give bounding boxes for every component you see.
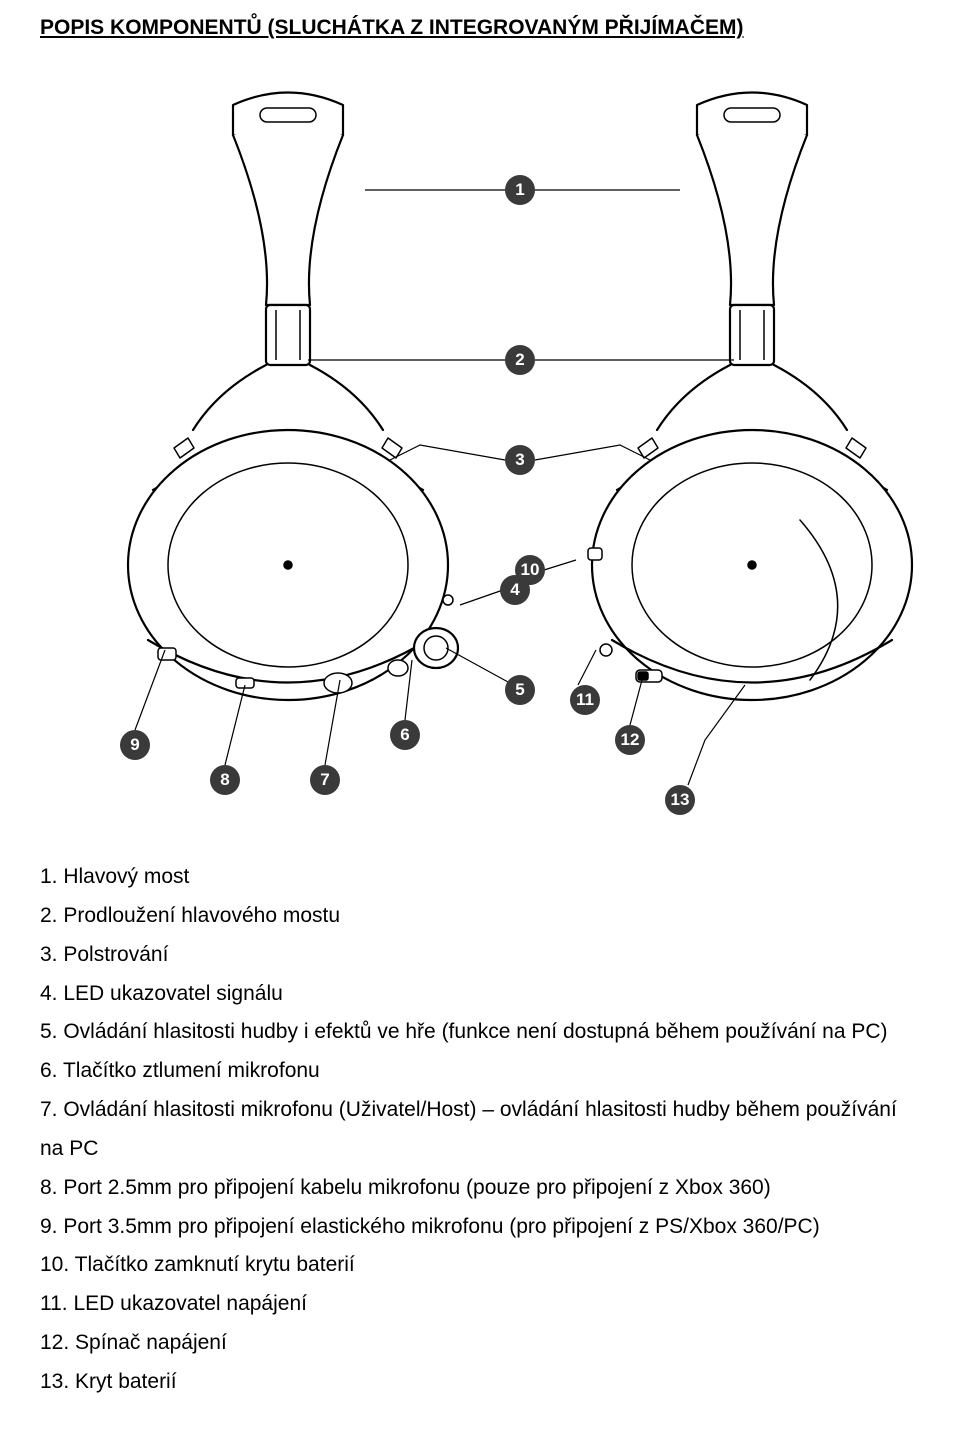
- legend-item: 9. Port 3.5mm pro připojení elastického …: [40, 1208, 920, 1247]
- legend-item: 7. Ovládání hlasitosti mikrofonu (Uživat…: [40, 1091, 920, 1169]
- legend-item: 4. LED ukazovatel signálu: [40, 975, 920, 1014]
- headphone-diagram: 12341051161278913: [40, 60, 920, 840]
- legend-item: 5. Ovládání hlasitosti hudby i efektů ve…: [40, 1013, 920, 1052]
- legend-list: 1. Hlavový most2. Prodloužení hlavového …: [40, 858, 920, 1402]
- page-title: POPIS KOMPONENTŮ (SLUCHÁTKA Z INTEGROVAN…: [40, 16, 920, 40]
- callout-9: 9: [120, 730, 150, 760]
- callout-2: 2: [505, 345, 535, 375]
- callout-6: 6: [390, 720, 420, 750]
- legend-item: 3. Polstrování: [40, 936, 920, 975]
- legend-item: 6. Tlačítko ztlumení mikrofonu: [40, 1052, 920, 1091]
- legend-item: 12. Spínač napájení: [40, 1324, 920, 1363]
- diagram-svg: [40, 60, 920, 840]
- legend-item: 13. Kryt baterií: [40, 1363, 920, 1402]
- legend-item: 8. Port 2.5mm pro připojení kabelu mikro…: [40, 1169, 920, 1208]
- callout-5: 5: [505, 675, 535, 705]
- legend-item: 2. Prodloužení hlavového mostu: [40, 897, 920, 936]
- legend-item: 10. Tlačítko zamknutí krytu baterií: [40, 1246, 920, 1285]
- callout-3: 3: [505, 445, 535, 475]
- callout-7: 7: [310, 765, 340, 795]
- legend-item: 1. Hlavový most: [40, 858, 920, 897]
- callout-11: 11: [570, 685, 600, 715]
- callout-10: 10: [515, 555, 545, 585]
- callout-13: 13: [665, 785, 695, 815]
- page: POPIS KOMPONENTŮ (SLUCHÁTKA Z INTEGROVAN…: [0, 0, 960, 1442]
- callout-8: 8: [210, 765, 240, 795]
- legend-item: 11. LED ukazovatel napájení: [40, 1285, 920, 1324]
- callout-12: 12: [615, 725, 645, 755]
- callout-1: 1: [505, 175, 535, 205]
